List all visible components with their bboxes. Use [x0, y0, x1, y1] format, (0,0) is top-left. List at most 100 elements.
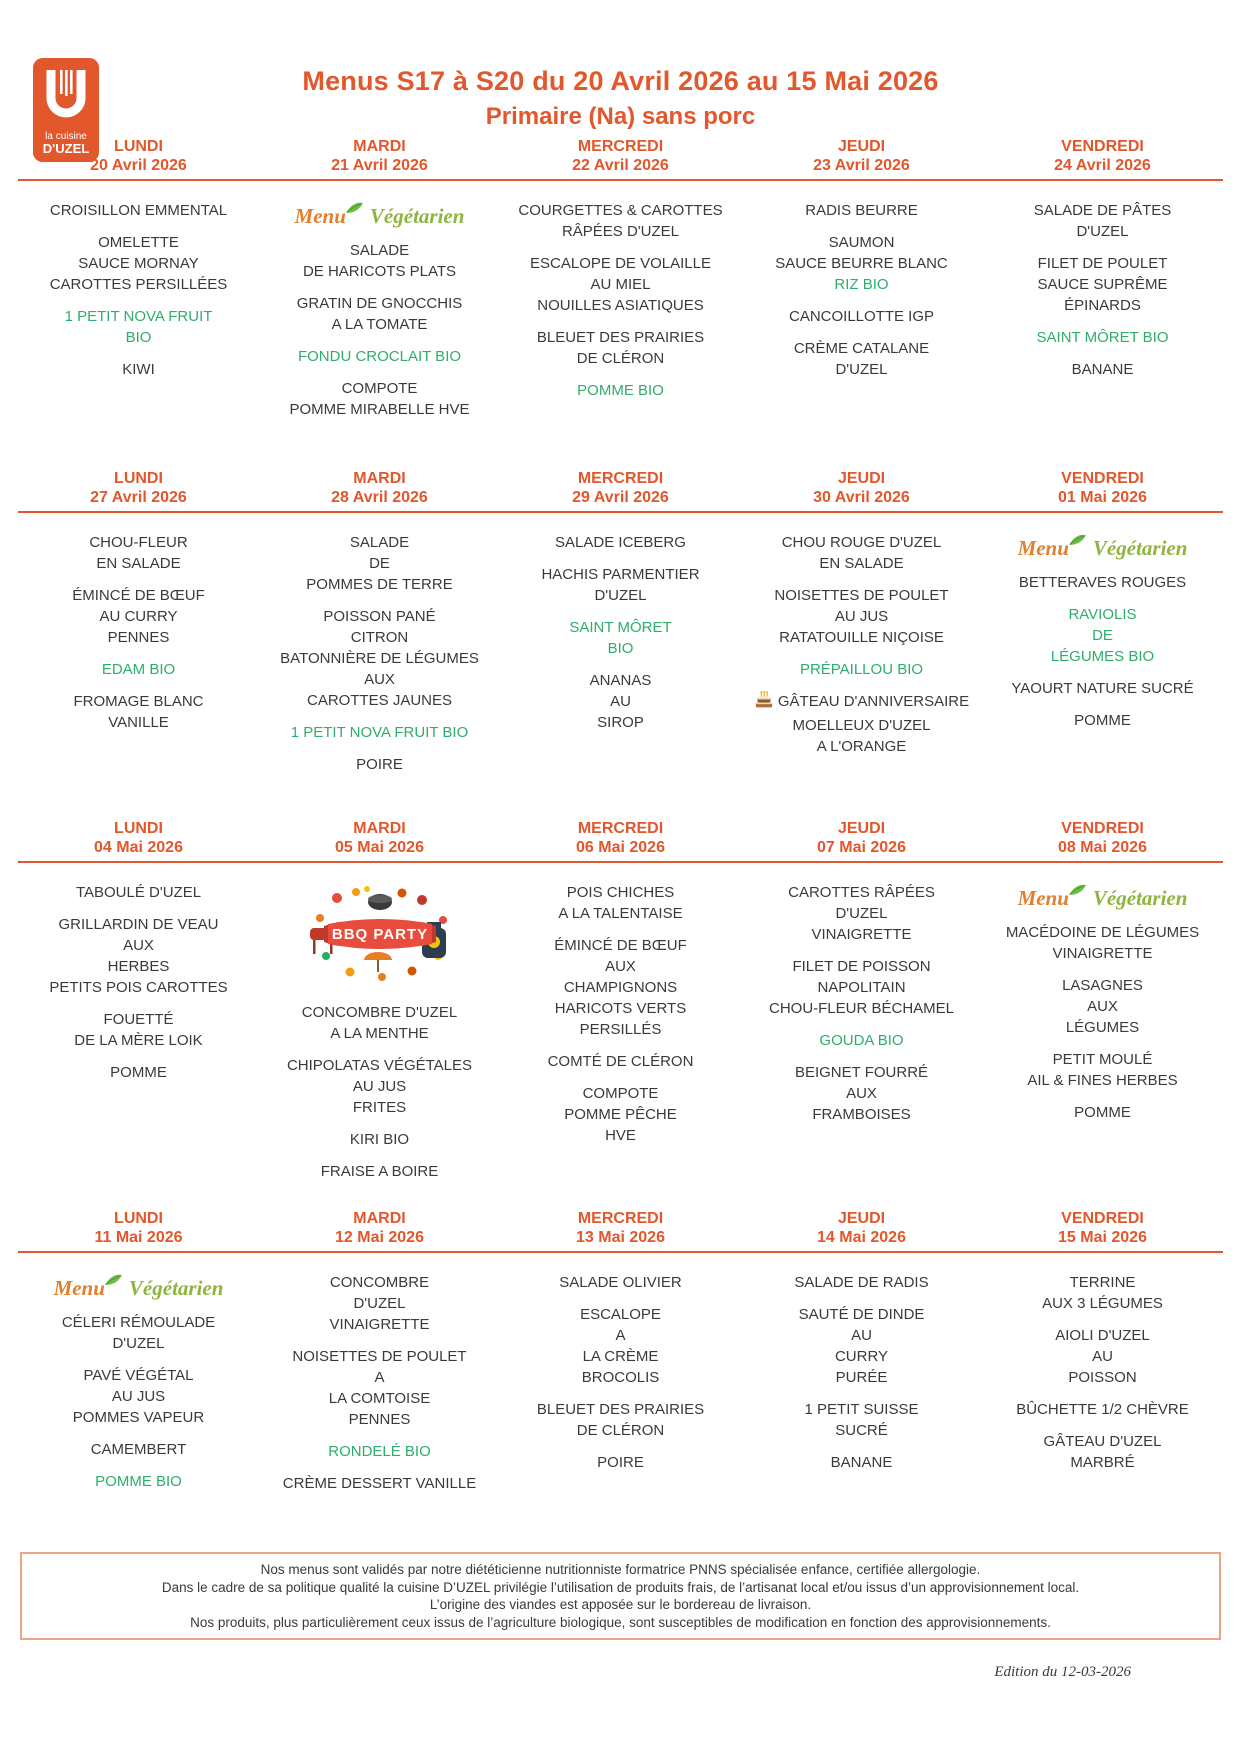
menu-item-line: COMPOTE — [582, 1085, 659, 1102]
menu-item-line: D'UZEL — [1076, 223, 1129, 240]
menu-block: Menu Végétarien — [265, 200, 494, 229]
bbq-party-image: BBQ PARTY — [304, 884, 456, 991]
menu-item-line: CÉLERI RÉMOULADE — [61, 1314, 216, 1331]
menu-item-line: CHOU-FLEUR BÉCHAMEL — [768, 1000, 955, 1017]
day-name: LUNDI — [114, 470, 163, 487]
menu-item-line: SAUMON — [828, 234, 895, 251]
menu-item-line: COMPOTE — [341, 380, 418, 397]
day-header: LUNDI 11 Mai 2026 — [18, 1209, 259, 1247]
day-cell: SALADE OLIVIER ESCALOPE A LA CRÈME BROCOLIS B… — [500, 1259, 741, 1546]
veg-vegetarien-word: Végétarien — [1092, 536, 1188, 560]
menu-block: POMME BIO — [506, 380, 735, 401]
menu-block: CÉLERI RÉMOULADE D'UZEL — [24, 1312, 253, 1354]
veg-menu-word: Menu — [294, 204, 346, 228]
menu-item-line: D'UZEL — [353, 1295, 406, 1312]
week-content-row: Menu Végétarien CÉLERI RÉMOULADE D'UZEL PAVÉ… — [18, 1253, 1223, 1546]
day-header: VENDREDI 24 Avril 2026 — [982, 137, 1223, 175]
menu-item-line: HARICOTS VERTS — [554, 1000, 687, 1017]
menu-item-line: AUX — [846, 1085, 877, 1102]
menu-item-line: COURGETTES & CAROTTES — [518, 202, 723, 219]
menu-item-line: ANANAS — [589, 672, 652, 689]
menu-item-line: HACHIS PARMENTIER — [541, 566, 700, 583]
menu-item-line: PERSILLÉS — [579, 1021, 662, 1038]
day-cell: SALADE DE PÂTES D'UZEL FILET DE POULET SAUC… — [982, 187, 1223, 469]
day-date: 07 Mai 2026 — [817, 839, 906, 856]
menu-block: ÉMINCÉ DE BŒUF AUX CHAMPIGNONS HARICOTS VER… — [506, 935, 735, 1040]
menu-vegetarien-logo: Menu Végétarien — [54, 1274, 223, 1301]
menu-item-line: FILET DE POULET — [1037, 255, 1168, 272]
day-date: 15 Mai 2026 — [1058, 1229, 1147, 1246]
menu-item-line: POMME — [1074, 712, 1131, 729]
menu-item-line: 1 PETIT NOVA FRUIT BIO — [290, 724, 469, 741]
menu-item-line: DE LA MÈRE LOIK — [74, 1032, 203, 1049]
menu-item-line: NOISETTES DE POULET — [774, 587, 949, 604]
menu-item-line: HVE — [605, 1127, 636, 1144]
day-date: 11 Mai 2026 — [94, 1229, 183, 1246]
menu-block: NOISETTES DE POULET AU JUS RATATOUILLE NIÇ… — [747, 585, 976, 648]
menu-item-line: POMME — [110, 1064, 167, 1081]
day-name: VENDREDI — [1061, 138, 1144, 155]
menu-item-line: BEIGNET FOURRÉ — [794, 1064, 929, 1081]
menu-block: CRÈME CATALANE D'UZEL — [747, 338, 976, 380]
menu-block: PRÉPAILLOU BIO — [747, 659, 976, 680]
menu-item-line: POISSON PANÉ — [323, 608, 436, 625]
menu-item-line: SALADE — [349, 242, 410, 259]
menu-item-line: CONCOMBRE D'UZEL — [301, 1004, 458, 1021]
menu-block: CROISILLON EMMENTAL — [24, 200, 253, 221]
menu-item-line: SAINT MÔRET — [569, 619, 672, 636]
menu-block: FILET DE POISSON NAPOLITAIN CHOU-FLEUR BÉC… — [747, 956, 976, 1019]
menu-block: LASAGNES AUX LÉGUMES — [988, 975, 1217, 1038]
leaf-icon — [344, 202, 364, 219]
menu-item-line: FOUETTÉ — [103, 1011, 174, 1028]
menu-block: CAMEMBERT — [24, 1439, 253, 1460]
menu-item-line: BIO — [607, 640, 634, 657]
menu-block: EDAM BIO — [24, 659, 253, 680]
menu-block: ÉMINCÉ DE BŒUF AU CURRY PENNES — [24, 585, 253, 648]
menu-item-line: AUX — [605, 958, 636, 975]
menu-item-line: NOISETTES DE POULET — [292, 1348, 467, 1365]
menu-item-line: RÂPÉES D'UZEL — [561, 223, 680, 240]
menu-block: SALADE DE RADIS — [747, 1272, 976, 1293]
day-header: LUNDI 20 Avril 2026 — [18, 137, 259, 175]
menu-item-line: AU JUS — [834, 608, 889, 625]
day-date: 24 Avril 2026 — [1054, 157, 1151, 174]
menu-item-line: VINAIGRETTE — [811, 926, 912, 943]
menu-item-line: AIOLI D'UZEL — [1055, 1327, 1150, 1344]
day-name: LUNDI — [114, 1210, 163, 1227]
menu-item-line: FRITES — [352, 1099, 407, 1116]
menu-block: SAINT MÔRET BIO — [988, 327, 1217, 348]
menu-item-line: KIRI BIO — [349, 1131, 410, 1148]
menu-item-line: ESCALOPE — [580, 1306, 661, 1323]
menu-item-line: A — [615, 1327, 626, 1344]
day-header: VENDREDI 08 Mai 2026 — [982, 819, 1223, 857]
menu-block: AIOLI D'UZEL AU POISSON — [988, 1325, 1217, 1388]
menu-item-line: GRILLARDIN DE VEAU — [58, 916, 219, 933]
menu-item-line: POMME — [1074, 1104, 1131, 1121]
day-cell: COURGETTES & CAROTTES RÂPÉES D'UZEL ESCALO… — [500, 187, 741, 469]
week-header-row: LUNDI 27 Avril 2026 MARDI 28 Avril 2026 MERC… — [18, 469, 1223, 513]
menu-item-line: A LA MENTHE — [330, 1025, 429, 1042]
day-date: 06 Mai 2026 — [576, 839, 665, 856]
menu-block: SAINT MÔRET BIO — [506, 617, 735, 659]
menu-item-line: CITRON — [350, 629, 409, 646]
menu-block: GÂTEAU D'ANNIVERSAIRE MOELLEUX D'UZEL A L'… — [747, 690, 976, 757]
menu-block: TERRINE AUX 3 LÉGUMES — [988, 1272, 1217, 1314]
menu-item-line: MOELLEUX D'UZEL — [792, 717, 931, 734]
veg-menu-word: Menu — [1017, 536, 1069, 560]
day-header: JEUDI 23 Avril 2026 — [741, 137, 982, 175]
menu-item-line: DE HARICOTS PLATS — [302, 263, 457, 280]
menu-block: COURGETTES & CAROTTES RÂPÉES D'UZEL — [506, 200, 735, 242]
day-name: MARDI — [353, 470, 406, 487]
menu-item-line: ESCALOPE DE VOLAILLE — [530, 255, 711, 272]
menu-item-line: LA COMTOISE — [328, 1390, 431, 1407]
menu-block: CONCOMBRE D'UZEL VINAIGRETTE — [265, 1272, 494, 1335]
menu-block: GOUDA BIO — [747, 1030, 976, 1051]
menu-block: POISSON PANÉ CITRON BATONNIÈRE DE LÉGUMES A… — [265, 606, 494, 711]
menu-item-line: SIROP — [597, 714, 644, 731]
week-section: LUNDI 11 Mai 2026 MARDI 12 Mai 2026 MERCREDI… — [18, 1209, 1223, 1546]
leaf-icon — [1067, 884, 1087, 901]
page-subtitle: Primaire (Na) sans porc — [485, 103, 756, 130]
menu-item-line: DE — [369, 555, 390, 572]
menu-item-line: POIRE — [356, 756, 403, 773]
menu-block: GÂTEAU D'UZEL MARBRÉ — [988, 1431, 1217, 1473]
